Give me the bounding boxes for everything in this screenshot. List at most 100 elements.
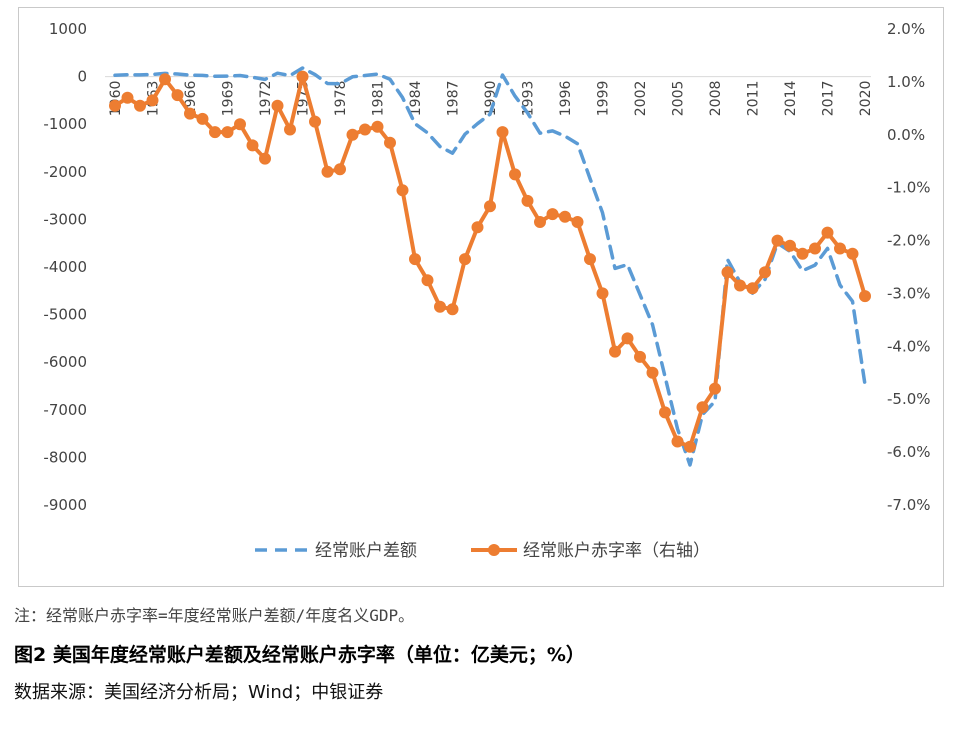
series-point xyxy=(671,435,684,448)
right-tick-label: -5.0% xyxy=(887,390,931,408)
legend: 经常账户差额 经常账户赤字率（右轴） xyxy=(255,541,710,561)
right-axis: 2.0% 1.0% 0.0% -1.0% -2.0% -3.0% -4.0% -5.0% -6.… xyxy=(887,20,931,514)
series-point xyxy=(546,208,559,221)
series-point xyxy=(784,239,796,252)
series-point xyxy=(446,303,459,316)
series-point xyxy=(609,345,621,358)
series-point xyxy=(459,253,471,266)
series-point xyxy=(346,128,359,141)
series-point xyxy=(471,221,484,234)
series-point xyxy=(284,123,296,136)
series-point xyxy=(734,279,746,292)
right-tick-label: -6.0% xyxy=(887,443,931,461)
x-tick-label: 2020 xyxy=(858,81,874,117)
x-tick-label: 1996 xyxy=(558,81,574,117)
left-tick-label: -3000 xyxy=(43,210,87,228)
series-layer xyxy=(109,66,871,467)
left-tick-label: -4000 xyxy=(43,258,87,276)
series-point xyxy=(846,247,859,260)
left-tick-label: 0 xyxy=(77,68,87,86)
series-point xyxy=(234,118,246,131)
series-point xyxy=(809,242,821,255)
series-point xyxy=(146,94,159,107)
series-point xyxy=(746,282,759,295)
series-point xyxy=(584,253,596,266)
right-tick-label: -2.0% xyxy=(887,232,931,250)
x-tick-label: 1999 xyxy=(596,81,612,117)
series-point xyxy=(821,226,834,239)
left-tick-label: -1000 xyxy=(43,115,87,133)
series-point xyxy=(496,126,509,139)
x-tick-label: 1990 xyxy=(483,81,499,117)
series-point xyxy=(646,366,659,379)
left-tick-label: -7000 xyxy=(43,401,87,419)
series-point xyxy=(109,99,121,112)
series-point xyxy=(371,120,384,133)
x-tick-label: 1993 xyxy=(521,81,537,117)
series-point xyxy=(596,287,609,300)
series-point xyxy=(709,382,721,395)
x-tick-label: 1969 xyxy=(221,81,237,117)
series-point xyxy=(534,216,546,228)
x-tick-label: 1972 xyxy=(258,81,274,117)
x-tick-label: 2011 xyxy=(746,81,762,117)
left-tick-label: -9000 xyxy=(43,496,87,514)
series-point xyxy=(134,99,146,112)
series-point xyxy=(246,139,259,152)
series-point xyxy=(334,163,346,176)
right-tick-label: 0.0% xyxy=(887,126,925,144)
series-point xyxy=(771,234,784,247)
data-source: 数据来源：美国经济分析局；Wind；中银证券 xyxy=(14,682,384,703)
chart-svg: 1000 0 -1000 -2000 -3000 -4000 -5000 -6000 -7000… xyxy=(43,20,931,561)
series-point xyxy=(221,126,234,139)
x-tick-label: 2008 xyxy=(708,81,724,117)
left-tick-label: -2000 xyxy=(43,163,87,181)
series-point xyxy=(859,290,871,303)
figure-caption: 图2 美国年度经常账户差额及经常账户赤字率（单位：亿美元；%） xyxy=(14,644,585,666)
series-point xyxy=(434,300,446,313)
left-axis: 1000 0 -1000 -2000 -3000 -4000 -5000 -6000 -7000… xyxy=(43,20,87,514)
series-point xyxy=(834,242,846,255)
series-point xyxy=(659,406,671,419)
left-tick-label: 1000 xyxy=(49,20,87,38)
x-tick-label: 1987 xyxy=(446,81,462,117)
legend-label: 经常账户差额 xyxy=(315,541,417,561)
legend-label: 经常账户赤字率（右轴） xyxy=(523,541,710,561)
series-point xyxy=(409,253,421,266)
series-point xyxy=(184,107,196,120)
series-point xyxy=(384,136,396,149)
right-tick-label: 1.0% xyxy=(887,73,925,91)
series-point xyxy=(521,194,534,207)
chart-note: 注：经常账户赤字率=年度经常账户差额/年度名义GDP。 xyxy=(14,606,415,625)
right-tick-label: -7.0% xyxy=(887,496,931,514)
x-axis: 1960196319661969197219751978198119841987… xyxy=(105,76,874,117)
x-tick-label: 2014 xyxy=(783,81,799,117)
series-point xyxy=(621,332,634,345)
series-point xyxy=(309,115,321,128)
series-point xyxy=(571,216,584,228)
series-point xyxy=(296,70,309,83)
series-point xyxy=(421,274,434,287)
x-tick-label: 1978 xyxy=(333,81,349,117)
series-point xyxy=(559,210,571,223)
x-tick-label: 2017 xyxy=(821,81,837,117)
series-point xyxy=(271,99,284,112)
series-point xyxy=(396,184,409,197)
series-point xyxy=(796,247,809,260)
right-tick-label: -1.0% xyxy=(887,179,931,197)
left-tick-label: -6000 xyxy=(43,353,87,371)
left-tick-label: -5000 xyxy=(43,306,87,324)
series-point xyxy=(684,440,696,453)
series-point xyxy=(259,152,271,165)
right-tick-label: -4.0% xyxy=(887,337,931,355)
series-point xyxy=(209,126,221,139)
series-point xyxy=(196,112,209,125)
x-tick-label: 2002 xyxy=(633,81,649,117)
legend-swatch-marker xyxy=(488,544,500,556)
series-point xyxy=(484,200,496,213)
series-point xyxy=(359,123,371,136)
series-point xyxy=(634,350,646,363)
chart-frame: 1000 0 -1000 -2000 -3000 -4000 -5000 -6000 -7000… xyxy=(18,7,944,587)
series-point xyxy=(696,401,709,414)
series-point xyxy=(759,266,771,279)
